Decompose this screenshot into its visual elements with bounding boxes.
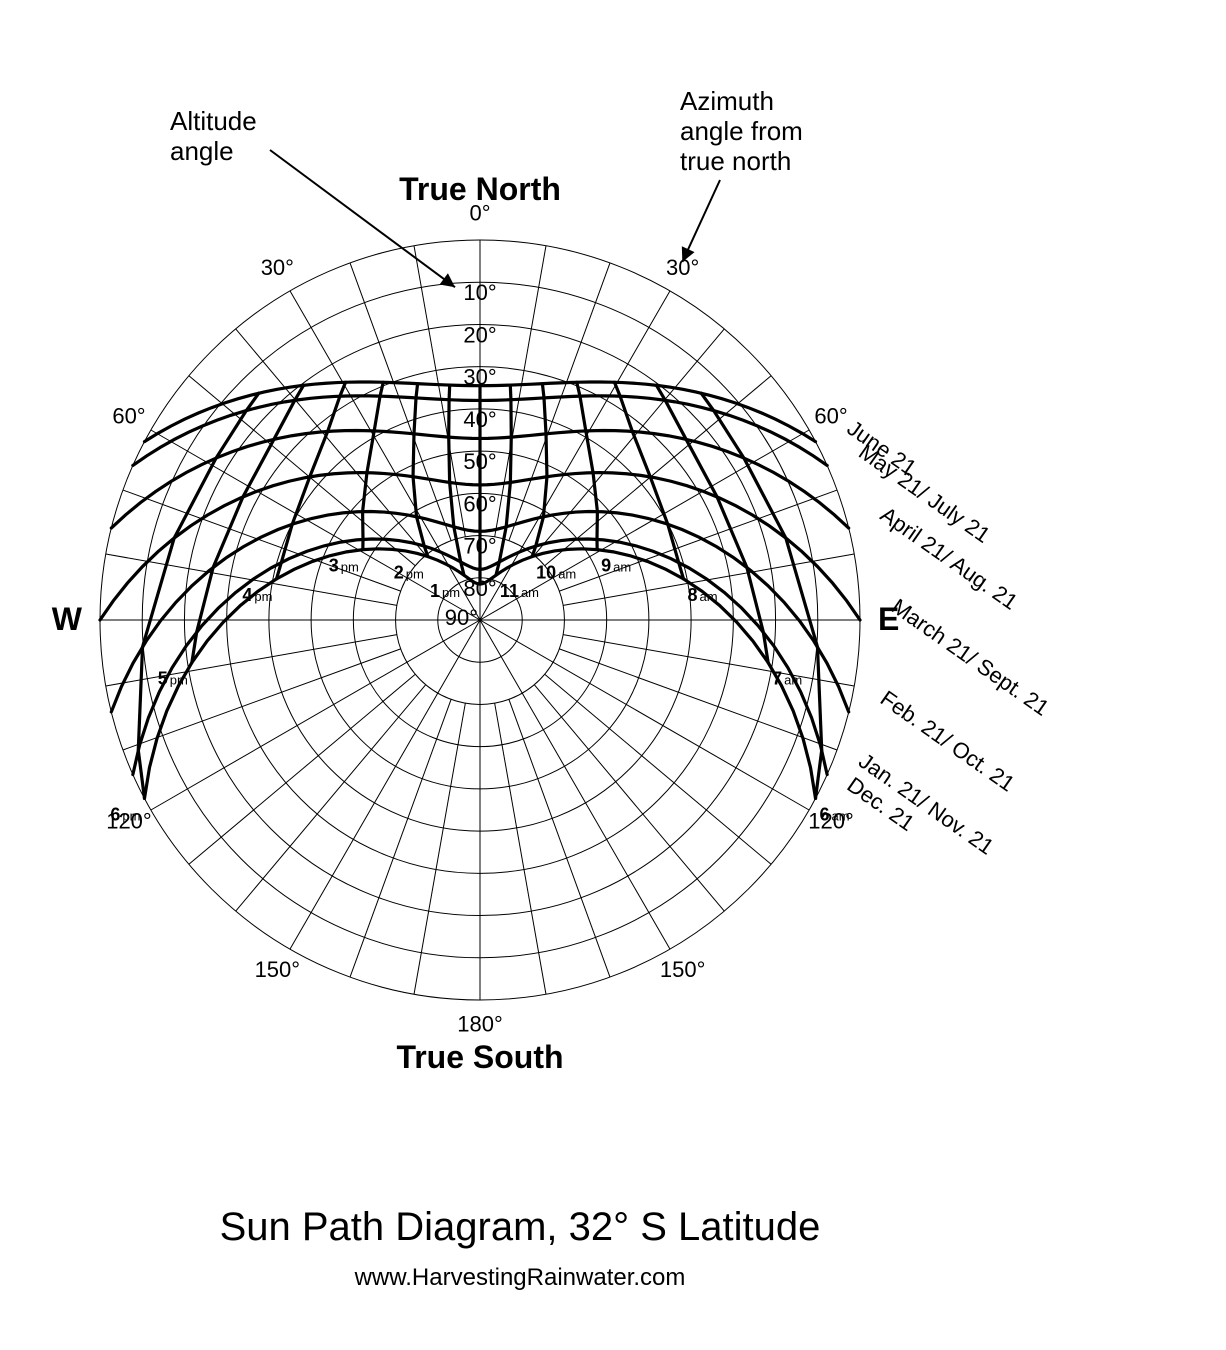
azimuth-annot: angle from: [680, 116, 803, 146]
azimuth-label: 60°: [814, 403, 847, 428]
altitude-annot: angle: [170, 136, 234, 166]
altitude-label: 10°: [463, 280, 496, 305]
altitude-annot: Altitude: [170, 106, 257, 136]
diagram-subtitle: www.HarvestingRainwater.com: [354, 1264, 686, 1291]
diagram-title: Sun Path Diagram, 32° S Latitude: [220, 1205, 821, 1249]
azimuth-label: 30°: [261, 255, 294, 280]
west-label: W: [52, 601, 83, 637]
azimuth-label: 180°: [457, 1011, 503, 1036]
azimuth-label: 60°: [112, 403, 145, 428]
azimuth-label: 150°: [255, 957, 301, 982]
south-label: True South: [396, 1039, 563, 1075]
azimuth-annot: true north: [680, 146, 791, 176]
azimuth-label: 150°: [660, 957, 706, 982]
north-label: True North: [399, 171, 561, 207]
altitude-label: 20°: [463, 322, 496, 347]
altitude-label: 90°: [445, 605, 478, 630]
azimuth-annot: Azimuth: [680, 86, 774, 116]
